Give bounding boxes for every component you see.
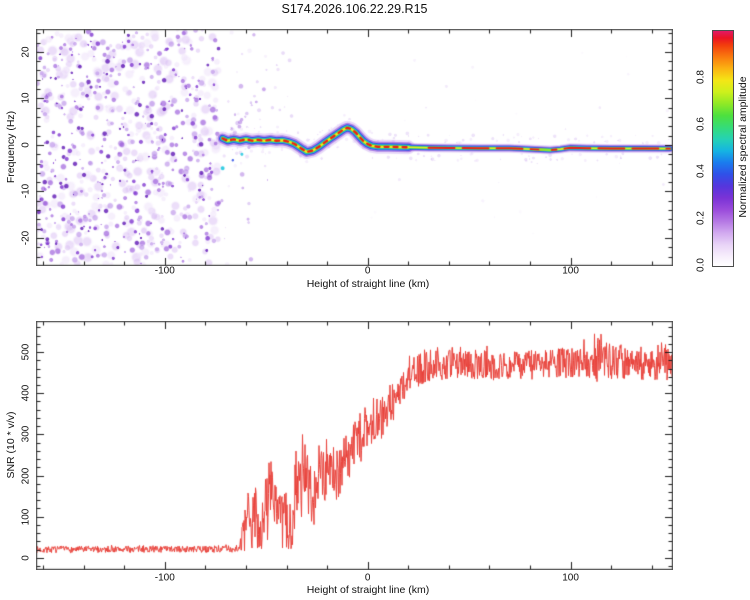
x-tick-label: 100 xyxy=(562,265,579,277)
y-tick-label: 20 xyxy=(20,46,32,58)
y-tick-label: 500 xyxy=(20,343,32,361)
y-tick-label: -20 xyxy=(20,230,32,246)
y-tick-label: 100 xyxy=(20,508,32,526)
y-tick-label: 10 xyxy=(20,92,32,104)
y-tick-label: 0.8 xyxy=(695,70,707,84)
y-tick-label: 0.6 xyxy=(695,117,707,131)
x-tick-label: -100 xyxy=(154,572,175,584)
bottom-x-axis-label: Height of straight line (km) xyxy=(306,584,430,596)
y-tick-label: 0.0 xyxy=(695,258,707,272)
x-tick-label: 100 xyxy=(562,572,579,584)
y-tick-label: 200 xyxy=(20,467,32,484)
x-tick-label: 0 xyxy=(364,572,371,584)
y-tick-label: 400 xyxy=(20,384,32,402)
x-tick-label: -100 xyxy=(154,265,175,277)
bottom-y-axis-label: SNR (10 * v/v) xyxy=(5,411,17,479)
figure-title: S174.2026.106.22.29.R15 xyxy=(281,2,428,16)
colorbar-label: Normalized spectral amplitude xyxy=(737,76,749,218)
y-tick-label: 300 xyxy=(20,426,32,443)
top-x-axis-label: Height of straight line (km) xyxy=(306,278,430,290)
y-tick-label: 0.2 xyxy=(695,211,707,225)
y-tick-label: 0.4 xyxy=(695,164,707,178)
x-tick-label: 0 xyxy=(364,265,371,277)
snr-panel xyxy=(36,321,673,570)
spectrogram-panel xyxy=(36,29,673,266)
y-tick-label: 0 xyxy=(20,142,32,148)
colorbar xyxy=(712,30,734,267)
top-y-axis-label: Frequency (Hz) xyxy=(5,110,17,184)
y-tick-label: 0 xyxy=(20,555,32,561)
y-tick-label: -10 xyxy=(20,184,32,199)
